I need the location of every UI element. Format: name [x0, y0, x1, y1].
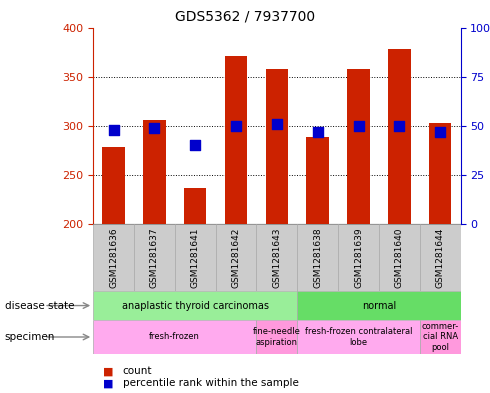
Text: fresh-frozen contralateral
lobe: fresh-frozen contralateral lobe: [305, 327, 412, 347]
Point: [355, 123, 363, 129]
Bar: [338, 224, 379, 291]
Text: GSM1281642: GSM1281642: [231, 227, 241, 288]
Text: GSM1281638: GSM1281638: [313, 227, 322, 288]
Bar: [388, 49, 411, 224]
Text: GDS5362 / 7937700: GDS5362 / 7937700: [175, 9, 315, 24]
Bar: [297, 224, 338, 291]
Bar: [175, 224, 216, 291]
Text: specimen: specimen: [5, 332, 55, 342]
Point: [273, 121, 281, 127]
Point: [436, 129, 444, 135]
Bar: [216, 224, 256, 291]
Bar: [429, 123, 451, 224]
Text: ■: ■: [103, 366, 113, 376]
Bar: [93, 320, 256, 354]
Point: [314, 129, 321, 135]
Bar: [297, 291, 461, 320]
Bar: [225, 56, 247, 224]
Bar: [93, 224, 134, 291]
Text: GSM1281639: GSM1281639: [354, 227, 363, 288]
Text: GSM1281643: GSM1281643: [272, 227, 281, 288]
Bar: [379, 224, 420, 291]
Text: disease state: disease state: [5, 301, 74, 310]
Bar: [297, 320, 420, 354]
Text: anaplastic thyroid carcinomas: anaplastic thyroid carcinomas: [122, 301, 269, 310]
Bar: [102, 147, 125, 224]
Bar: [420, 320, 461, 354]
Text: normal: normal: [362, 301, 396, 310]
Bar: [420, 224, 461, 291]
Bar: [347, 69, 370, 224]
Bar: [266, 69, 288, 224]
Bar: [134, 224, 175, 291]
Point: [191, 142, 199, 149]
Bar: [93, 291, 297, 320]
Text: GSM1281644: GSM1281644: [436, 227, 445, 288]
Text: fine-needle
aspiration: fine-needle aspiration: [253, 327, 301, 347]
Text: GSM1281637: GSM1281637: [150, 227, 159, 288]
Bar: [256, 320, 297, 354]
Text: GSM1281640: GSM1281640: [395, 227, 404, 288]
Point: [150, 125, 158, 131]
Text: GSM1281641: GSM1281641: [191, 227, 200, 288]
Text: fresh-frozen: fresh-frozen: [149, 332, 200, 342]
Point: [110, 127, 118, 133]
Point: [395, 123, 403, 129]
Point: [232, 123, 240, 129]
Text: ■: ■: [103, 378, 113, 388]
Text: GSM1281636: GSM1281636: [109, 227, 118, 288]
Bar: [184, 187, 206, 224]
Text: percentile rank within the sample: percentile rank within the sample: [122, 378, 298, 388]
Bar: [256, 224, 297, 291]
Bar: [306, 136, 329, 224]
Text: count: count: [122, 366, 152, 376]
Text: commer-
cial RNA
pool: commer- cial RNA pool: [421, 322, 459, 352]
Bar: [143, 120, 166, 224]
